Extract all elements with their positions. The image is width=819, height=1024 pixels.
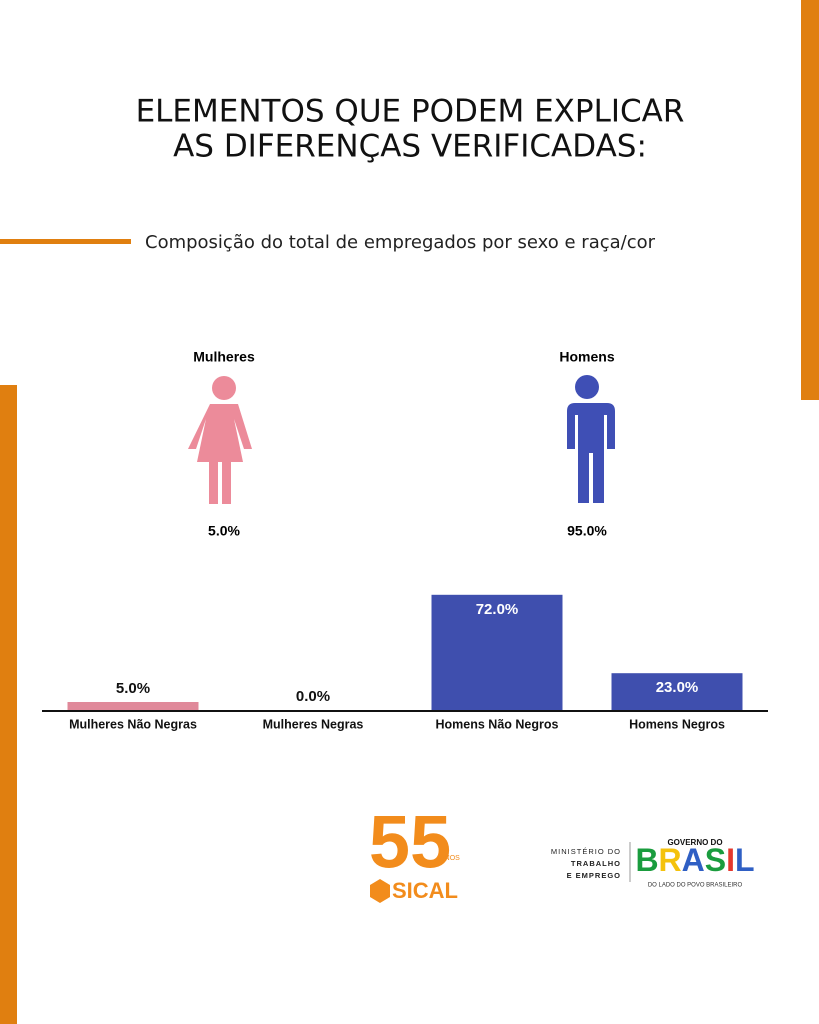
group-label: Mulheres: [193, 349, 255, 365]
accent-line: [0, 239, 131, 244]
group-value-label: 5.0%: [208, 523, 240, 539]
logo-number: 55: [369, 801, 451, 884]
x-tick-label: Mulheres Negras: [263, 717, 364, 731]
group-label: Homens: [559, 349, 614, 365]
title: AS DIFERENÇAS VERIFICADAS:: [173, 129, 647, 165]
bar: [611, 673, 743, 710]
subtitle: Composição do total de empregados por se…: [145, 232, 656, 253]
value-label: 0.0%: [296, 688, 330, 705]
female-icon: [188, 404, 252, 504]
bar: [67, 702, 199, 710]
gov-top: GOVERNO DO: [667, 838, 722, 847]
ministry: E EMPREGO: [567, 871, 621, 880]
title: ELEMENTOS QUE PODEM EXPLICAR: [136, 94, 685, 130]
value-label: 72.0%: [476, 601, 519, 618]
gov-slogan: DO LADO DO POVO BRASILEIRO: [648, 883, 743, 889]
logo-word: ANOS: [440, 855, 460, 862]
gov-name: BRASIL: [635, 842, 754, 878]
ministry: MINISTÉRIO DO: [551, 847, 621, 856]
x-tick-label: Homens Negros: [629, 717, 725, 731]
group-value-label: 95.0%: [567, 523, 607, 539]
logo-icon: [370, 879, 390, 903]
x-tick-label: Homens Não Negros: [436, 717, 559, 731]
x-tick-label: Mulheres Não Negras: [69, 717, 197, 731]
ministry: TRABALHO: [571, 859, 621, 868]
value-label: 5.0%: [116, 680, 150, 697]
male-icon: [567, 403, 615, 503]
accent-bar: [801, 0, 819, 400]
male-icon: [575, 375, 599, 399]
logo-name: SICAL: [392, 878, 458, 903]
accent-bar: [0, 385, 17, 1024]
bar: [431, 594, 563, 710]
value-label: 23.0%: [656, 679, 699, 696]
female-icon: [212, 376, 236, 400]
